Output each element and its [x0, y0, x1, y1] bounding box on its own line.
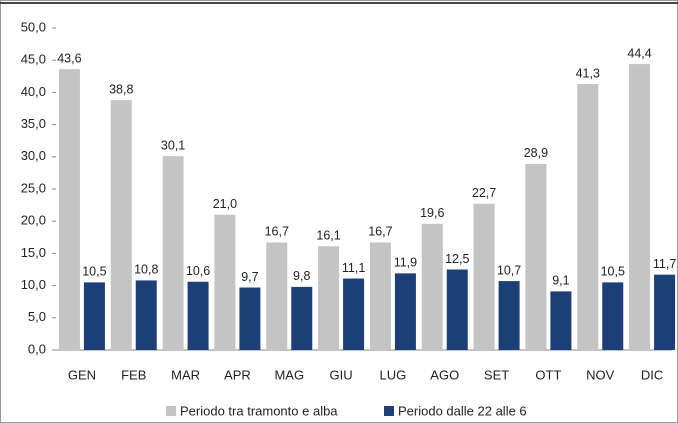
bar	[525, 163, 547, 350]
value-label: 28,9	[524, 146, 548, 160]
value-label: 44,4	[627, 46, 651, 60]
bar	[318, 246, 340, 350]
value-label: 11,7	[653, 257, 676, 271]
value-label: 9,1	[552, 274, 569, 288]
x-tick-label: OTT	[535, 367, 561, 382]
y-tick-label: 0,0	[28, 341, 46, 356]
value-label: 19,6	[420, 206, 444, 220]
value-label: 16,7	[368, 225, 392, 239]
value-label: 11,1	[342, 261, 365, 275]
bar	[577, 84, 599, 350]
value-label: 10,8	[134, 263, 158, 277]
y-tick-label: 5,0	[28, 309, 46, 324]
value-label: 10,7	[497, 263, 521, 277]
x-tick-label: AGO	[430, 367, 459, 382]
value-label: 10,5	[601, 265, 625, 279]
y-tick-label: 35,0	[21, 116, 46, 131]
x-tick-label: GEN	[68, 367, 96, 382]
x-tick-label: NOV	[586, 367, 615, 382]
y-tick-label: 10,0	[21, 277, 46, 292]
bar	[654, 274, 676, 350]
x-tick-label: APR	[224, 367, 251, 382]
legend-swatch	[166, 406, 176, 416]
bar	[629, 64, 651, 351]
value-label: 12,5	[445, 252, 469, 266]
y-tick-label: 20,0	[21, 213, 46, 228]
bar	[239, 287, 261, 350]
y-tick-label: 30,0	[21, 148, 46, 163]
x-tick-label: DIC	[641, 367, 663, 382]
x-tick-label: MAG	[274, 367, 304, 382]
value-label: 21,0	[213, 197, 237, 211]
y-tick-label: 50,0	[21, 19, 46, 34]
bar	[550, 291, 572, 350]
bar	[214, 214, 236, 350]
value-label: 10,5	[82, 265, 106, 279]
x-tick-label: SET	[484, 367, 509, 382]
bar	[498, 281, 520, 350]
value-label: 38,8	[109, 82, 133, 96]
value-label: 11,9	[394, 256, 417, 270]
bar	[110, 100, 132, 351]
x-tick-label: FEB	[121, 367, 146, 382]
bar	[187, 281, 209, 350]
value-label: 41,3	[576, 66, 600, 80]
bar	[58, 69, 80, 350]
legend-label: Periodo tra tramonto e alba	[180, 403, 338, 418]
bar	[446, 269, 468, 350]
y-tick-label: 25,0	[21, 180, 46, 195]
value-label: 16,7	[265, 225, 289, 239]
x-tick-label: GIU	[330, 367, 353, 382]
y-tick-label: 15,0	[21, 245, 46, 260]
bar	[266, 242, 288, 350]
x-tick-label: LUG	[380, 367, 407, 382]
value-label: 16,1	[316, 229, 340, 243]
y-tick-label: 40,0	[21, 84, 46, 99]
bar	[291, 286, 313, 350]
bar	[343, 278, 365, 350]
bar	[83, 282, 105, 350]
bar	[162, 156, 184, 350]
bar	[421, 223, 443, 350]
value-label: 9,8	[293, 269, 310, 283]
bar	[135, 280, 157, 350]
bar	[394, 273, 416, 350]
x-tick-label: MAR	[171, 367, 200, 382]
legend-swatch	[384, 406, 394, 416]
value-label: 10,6	[186, 264, 210, 278]
bar	[369, 242, 391, 350]
legend-label: Periodo dalle 22 alle 6	[398, 403, 527, 418]
value-label: 9,7	[241, 270, 258, 284]
value-label: 30,1	[161, 138, 185, 152]
bar	[602, 282, 624, 350]
y-tick-label: 45,0	[21, 52, 46, 67]
value-label: 43,6	[57, 52, 81, 66]
bar	[473, 203, 495, 350]
value-label: 22,7	[472, 186, 496, 200]
